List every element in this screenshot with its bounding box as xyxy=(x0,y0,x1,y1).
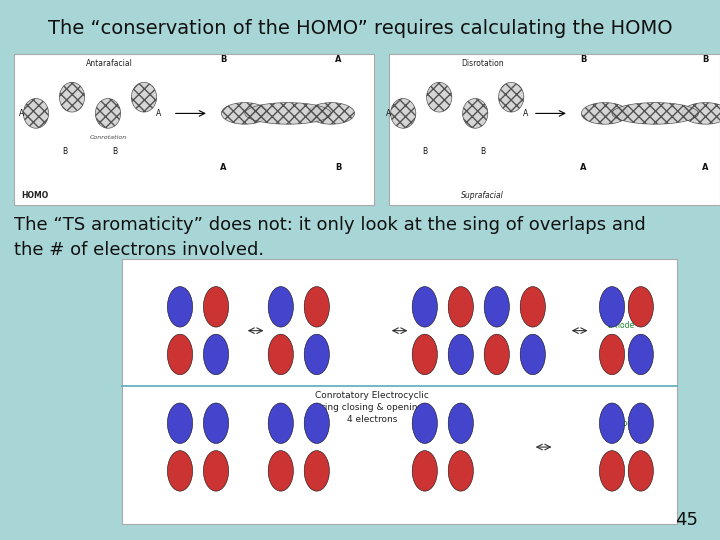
Ellipse shape xyxy=(683,103,720,124)
FancyBboxPatch shape xyxy=(389,54,720,205)
Ellipse shape xyxy=(204,403,229,443)
Text: B: B xyxy=(112,147,118,156)
Ellipse shape xyxy=(448,334,474,375)
Ellipse shape xyxy=(305,334,330,375)
Text: no node: no node xyxy=(606,418,636,428)
Text: Antarafacial: Antarafacial xyxy=(86,59,133,69)
Text: B: B xyxy=(703,55,708,64)
Text: Suprafacial: Suprafacial xyxy=(461,191,503,200)
Ellipse shape xyxy=(390,98,416,128)
Text: The “TS aromaticity” does not: it only look at the sing of overlaps and
the # of: The “TS aromaticity” does not: it only l… xyxy=(14,216,646,259)
Ellipse shape xyxy=(498,82,524,112)
Ellipse shape xyxy=(485,287,510,327)
Ellipse shape xyxy=(600,403,625,443)
Ellipse shape xyxy=(204,450,229,491)
Ellipse shape xyxy=(600,334,625,375)
Text: A: A xyxy=(386,109,392,118)
Ellipse shape xyxy=(245,103,331,124)
Ellipse shape xyxy=(268,450,294,491)
Text: B: B xyxy=(480,147,485,156)
Ellipse shape xyxy=(600,450,625,491)
FancyBboxPatch shape xyxy=(14,54,374,205)
Ellipse shape xyxy=(462,98,488,128)
Ellipse shape xyxy=(305,450,330,491)
Ellipse shape xyxy=(167,287,193,327)
Ellipse shape xyxy=(204,334,229,375)
Ellipse shape xyxy=(412,287,438,327)
Text: Conrotation: Conrotation xyxy=(89,134,127,140)
Ellipse shape xyxy=(305,287,330,327)
Text: B: B xyxy=(336,163,341,172)
Text: A: A xyxy=(702,163,709,172)
Text: 45: 45 xyxy=(675,511,698,529)
Ellipse shape xyxy=(612,103,698,124)
Ellipse shape xyxy=(268,287,294,327)
Ellipse shape xyxy=(268,403,294,443)
Text: Conrotatory Electrocyclic
ring closing & opening
4 electrons: Conrotatory Electrocyclic ring closing &… xyxy=(315,391,429,424)
Ellipse shape xyxy=(167,403,193,443)
Text: A: A xyxy=(335,55,342,64)
Text: A: A xyxy=(580,163,587,172)
Text: B: B xyxy=(62,147,68,156)
Ellipse shape xyxy=(628,403,654,443)
Ellipse shape xyxy=(628,287,654,327)
Text: a node: a node xyxy=(608,321,634,330)
Text: A: A xyxy=(156,109,161,118)
FancyBboxPatch shape xyxy=(122,259,677,524)
Ellipse shape xyxy=(520,287,546,327)
Ellipse shape xyxy=(412,403,438,443)
Ellipse shape xyxy=(305,403,330,443)
Ellipse shape xyxy=(628,450,654,491)
Text: B: B xyxy=(580,55,586,64)
Ellipse shape xyxy=(485,334,510,375)
Ellipse shape xyxy=(167,334,193,375)
Text: B: B xyxy=(220,55,226,64)
Ellipse shape xyxy=(167,450,193,491)
Ellipse shape xyxy=(23,98,49,128)
Ellipse shape xyxy=(95,98,121,128)
Text: A: A xyxy=(19,109,24,118)
Ellipse shape xyxy=(412,334,438,375)
Ellipse shape xyxy=(132,82,157,112)
Ellipse shape xyxy=(448,403,474,443)
Ellipse shape xyxy=(268,334,294,375)
Ellipse shape xyxy=(448,450,474,491)
Ellipse shape xyxy=(222,103,268,124)
Text: A: A xyxy=(220,163,227,172)
Ellipse shape xyxy=(307,103,354,124)
Ellipse shape xyxy=(412,450,438,491)
Text: Disrotation: Disrotation xyxy=(461,59,503,69)
Text: HOMO: HOMO xyxy=(22,191,49,200)
Text: B: B xyxy=(422,147,428,156)
Text: A: A xyxy=(523,109,528,118)
Ellipse shape xyxy=(520,334,546,375)
Ellipse shape xyxy=(628,334,654,375)
Ellipse shape xyxy=(426,82,452,112)
Ellipse shape xyxy=(600,287,625,327)
Ellipse shape xyxy=(204,287,229,327)
Ellipse shape xyxy=(448,287,474,327)
Ellipse shape xyxy=(582,103,628,124)
Text: The “conservation of the HOMO” requires calculating the HOMO: The “conservation of the HOMO” requires … xyxy=(48,19,672,38)
Ellipse shape xyxy=(59,82,85,112)
